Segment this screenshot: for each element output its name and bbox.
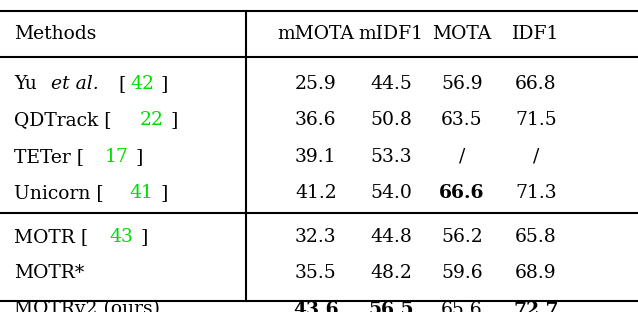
Text: 68.9: 68.9 — [515, 264, 557, 282]
Text: 56.2: 56.2 — [441, 228, 483, 246]
Text: 66.8: 66.8 — [515, 75, 557, 93]
Text: 44.5: 44.5 — [370, 75, 412, 93]
Text: Unicorn [: Unicorn [ — [14, 184, 104, 202]
Text: 25.9: 25.9 — [295, 75, 337, 93]
Text: /: / — [459, 148, 465, 166]
Text: 54.0: 54.0 — [370, 184, 412, 202]
Text: 65.8: 65.8 — [515, 228, 557, 246]
Text: MOTR*: MOTR* — [14, 264, 84, 282]
Text: 43: 43 — [110, 228, 134, 246]
Text: 35.5: 35.5 — [295, 264, 337, 282]
Text: Yu: Yu — [14, 75, 43, 93]
Text: IDF1: IDF1 — [512, 25, 560, 43]
Text: 56.5: 56.5 — [368, 300, 414, 312]
Text: QDTrack [: QDTrack [ — [14, 111, 112, 129]
Text: [: [ — [113, 75, 126, 93]
Text: mMOTA: mMOTA — [278, 25, 354, 43]
Text: 22: 22 — [140, 111, 164, 129]
Text: 44.8: 44.8 — [370, 228, 412, 246]
Text: 43.6: 43.6 — [293, 300, 339, 312]
Text: 39.1: 39.1 — [295, 148, 337, 166]
Text: 50.8: 50.8 — [370, 111, 412, 129]
Text: 71.5: 71.5 — [515, 111, 557, 129]
Text: 48.2: 48.2 — [370, 264, 412, 282]
Text: Methods: Methods — [14, 25, 96, 43]
Text: TETer [: TETer [ — [14, 148, 84, 166]
Text: ]: ] — [135, 148, 143, 166]
Text: 66.6: 66.6 — [439, 184, 485, 202]
Text: 41.2: 41.2 — [295, 184, 337, 202]
Text: MOTR [: MOTR [ — [14, 228, 88, 246]
Text: ]: ] — [171, 111, 179, 129]
Text: ]: ] — [161, 75, 168, 93]
Text: 42: 42 — [130, 75, 154, 93]
Text: 71.3: 71.3 — [515, 184, 557, 202]
Text: 59.6: 59.6 — [441, 264, 483, 282]
Text: ]: ] — [161, 184, 168, 202]
Text: MOTRv2 (ours): MOTRv2 (ours) — [14, 300, 160, 312]
Text: 53.3: 53.3 — [370, 148, 412, 166]
Text: 63.5: 63.5 — [441, 111, 483, 129]
Text: 41: 41 — [130, 184, 154, 202]
Text: 56.9: 56.9 — [441, 75, 483, 93]
Text: 36.6: 36.6 — [295, 111, 337, 129]
Text: mIDF1: mIDF1 — [359, 25, 424, 43]
Text: 32.3: 32.3 — [295, 228, 337, 246]
Text: ]: ] — [140, 228, 148, 246]
Text: et al.: et al. — [51, 75, 99, 93]
Text: 17: 17 — [105, 148, 128, 166]
Text: /: / — [533, 148, 539, 166]
Text: MOTA: MOTA — [433, 25, 491, 43]
Text: 72.7: 72.7 — [513, 300, 559, 312]
Text: 65.6: 65.6 — [441, 300, 483, 312]
